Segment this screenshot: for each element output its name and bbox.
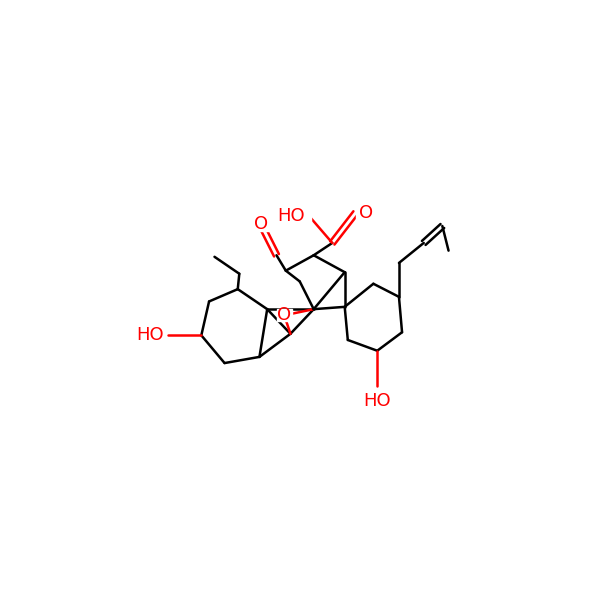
- Text: HO: HO: [278, 207, 305, 225]
- Bar: [288, 210, 311, 222]
- Text: HO: HO: [364, 392, 391, 410]
- Text: HO: HO: [137, 326, 164, 344]
- Text: O: O: [359, 204, 374, 222]
- Text: O: O: [277, 307, 292, 325]
- Text: O: O: [254, 215, 268, 233]
- Bar: [277, 309, 292, 322]
- Bar: [253, 218, 269, 230]
- Bar: [356, 207, 371, 219]
